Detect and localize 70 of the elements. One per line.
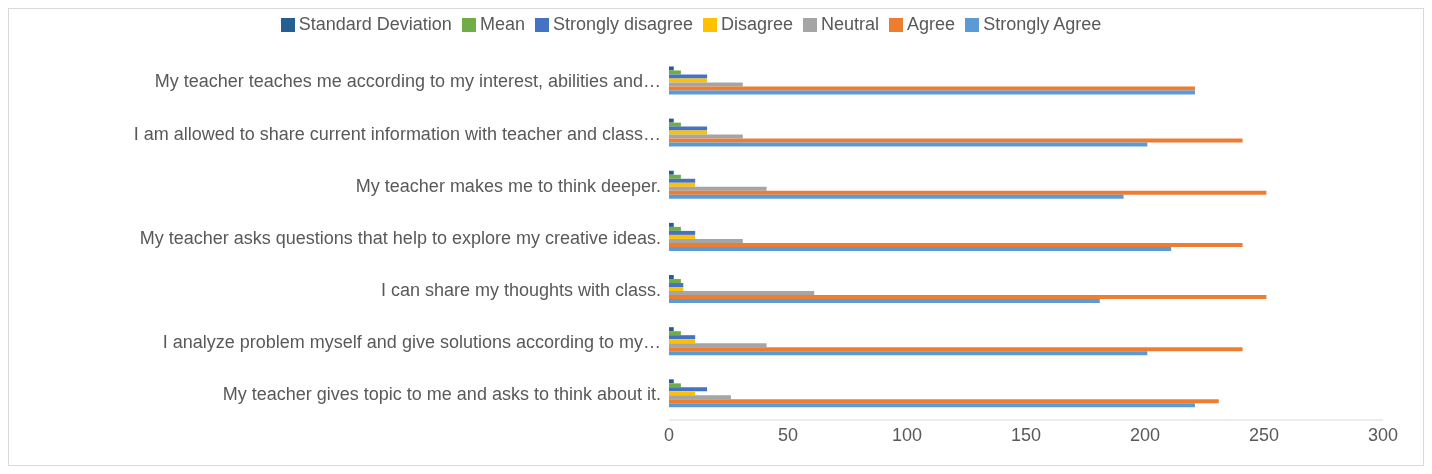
y-tick-label: My teacher asks questions that help to explore my creative ideas. <box>139 227 661 248</box>
bar <box>669 90 1195 95</box>
bar <box>669 279 681 284</box>
bar <box>669 379 674 384</box>
x-tick-label: 200 <box>1129 424 1161 445</box>
bar <box>669 86 1195 91</box>
x-tick-label: 150 <box>1010 424 1042 445</box>
bar <box>669 194 1124 199</box>
bar <box>669 170 674 175</box>
bar <box>669 74 708 79</box>
bar <box>669 118 674 123</box>
y-tick-label: I can share my thoughts with class. <box>380 280 661 301</box>
bar <box>669 347 1243 352</box>
bar <box>669 339 696 344</box>
bar <box>669 275 674 280</box>
bar <box>669 238 743 243</box>
bar <box>669 331 681 336</box>
bar <box>669 226 681 231</box>
legend-label: Strongly disagree <box>552 14 694 34</box>
bar <box>669 66 674 71</box>
y-tick-label: My teacher teaches me according to my interest, abilities and… <box>154 71 661 92</box>
x-tick-label: 0 <box>663 424 675 445</box>
y-tick-label: I am allowed to share current information with teacher and class… <box>133 123 661 144</box>
bar <box>669 186 767 191</box>
bar <box>669 399 1219 404</box>
bar <box>669 387 708 392</box>
bar <box>669 142 1148 147</box>
legend-label: Disagree <box>721 14 794 34</box>
bar <box>669 174 681 179</box>
bar <box>669 283 684 288</box>
bar <box>669 190 1267 195</box>
bar <box>669 327 674 332</box>
bar <box>669 295 1267 300</box>
bar <box>669 395 731 400</box>
bar <box>669 178 696 183</box>
bar <box>669 242 1243 247</box>
bar <box>669 78 708 83</box>
bar <box>669 391 696 396</box>
y-tick-label: My teacher gives topic to me and asks to think about it. <box>222 384 661 405</box>
bar <box>669 291 815 296</box>
bar <box>669 230 696 235</box>
bar <box>669 138 1243 143</box>
bar <box>669 122 681 127</box>
x-tick-label: 100 <box>891 424 923 445</box>
x-tick-label: 250 <box>1248 424 1280 445</box>
bar <box>669 234 696 239</box>
bar <box>669 82 743 87</box>
bar <box>669 403 1195 408</box>
bar <box>669 287 684 292</box>
bar <box>669 351 1148 356</box>
legend-label: Strongly Agree <box>983 14 1102 34</box>
y-tick-label: My teacher makes me to think deeper. <box>355 175 661 196</box>
bar <box>669 246 1172 251</box>
bar <box>669 126 708 131</box>
bar <box>669 182 696 187</box>
bar <box>669 222 674 227</box>
bar <box>669 70 681 75</box>
legend-label: Mean <box>479 14 525 34</box>
y-tick-label: I analyze problem myself and give solutions according to my… <box>162 332 661 353</box>
bar <box>669 130 708 135</box>
x-tick-label: 300 <box>1367 424 1399 445</box>
bar <box>669 299 1100 304</box>
bar <box>669 335 696 340</box>
x-tick-label: 50 <box>777 424 799 445</box>
legend-label: Standard Deviation <box>298 14 452 34</box>
bar <box>669 343 767 348</box>
bar <box>669 134 743 139</box>
bar <box>669 383 681 388</box>
legend-label: Neutral <box>821 14 880 34</box>
legend-label: Agree <box>907 14 956 34</box>
